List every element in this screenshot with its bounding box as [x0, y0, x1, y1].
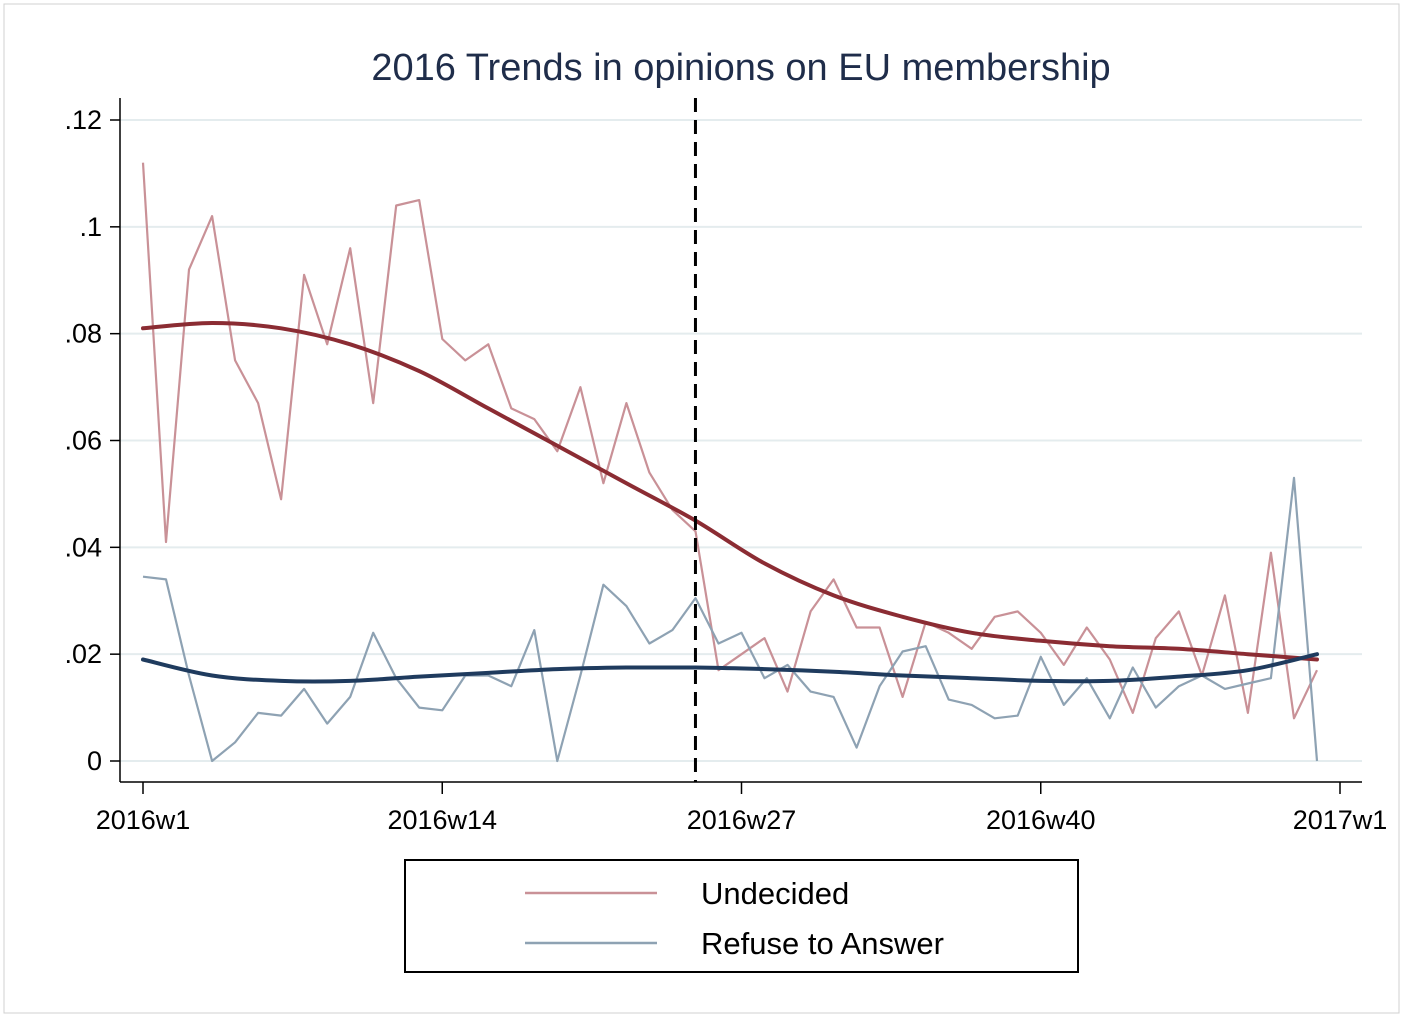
- y-tick-label: .06: [64, 426, 102, 456]
- y-tick-label: .1: [79, 212, 102, 242]
- x-tick-label: 2016w40: [986, 805, 1096, 835]
- x-tick-label: 2016w27: [687, 805, 797, 835]
- grid-lines: [120, 119, 1362, 762]
- chart-title: 2016 Trends in opinions on EU membership: [371, 47, 1110, 89]
- legend-box: [404, 859, 1079, 973]
- legend-label: Refuse to Answer: [701, 926, 944, 961]
- series-lines: [141, 162, 1319, 763]
- axes: 0 .02 .04 .06 .08 .1 .12 2016w1 2016w14 2016w27 20…: [64, 98, 1387, 835]
- x-tick-label: 2016w1: [96, 805, 191, 835]
- trend-line-refuse-to-answer: [141, 652, 1319, 684]
- y-tick-label: .08: [64, 319, 102, 349]
- series-line-undecided: [141, 162, 1318, 720]
- legend-label: Undecided: [701, 876, 849, 911]
- x-tick-label: 2017w1: [1293, 805, 1388, 835]
- x-tick-label: 2016w14: [387, 805, 497, 835]
- y-tick-label: .02: [64, 639, 102, 669]
- series-line-refuse-to-answer: [142, 476, 1319, 763]
- legend: Undecided Refuse to Answer: [404, 859, 1079, 973]
- y-tick-label: .12: [64, 105, 102, 135]
- chart-background: [3, 3, 1400, 1014]
- y-tick-label: .04: [64, 532, 102, 562]
- y-tick-label: 0: [87, 746, 102, 776]
- trend-line-undecided: [141, 320, 1319, 662]
